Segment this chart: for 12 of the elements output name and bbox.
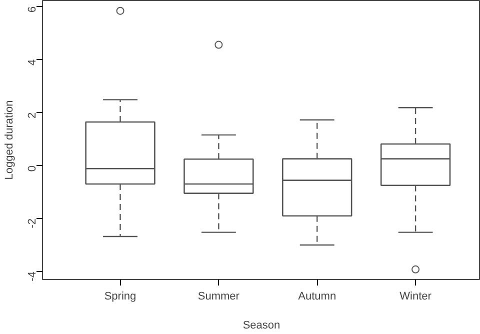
- y-tick-label: 2: [26, 112, 38, 119]
- y-tick-label: 6: [26, 6, 38, 12]
- x-tick-label: Autumn: [298, 290, 336, 302]
- y-axis-title: Logged duration: [4, 100, 16, 180]
- x-tick-label: Spring: [104, 290, 136, 302]
- x-axis-title: Season: [242, 320, 280, 332]
- y-tick-label: 0: [26, 165, 38, 172]
- y-tick-label: -4: [26, 272, 38, 282]
- y-tick-label: 4: [26, 59, 38, 66]
- x-tick-label: Summer: [198, 290, 240, 302]
- x-tick-label: Winter: [400, 290, 432, 302]
- y-tick-label: -2: [26, 218, 38, 228]
